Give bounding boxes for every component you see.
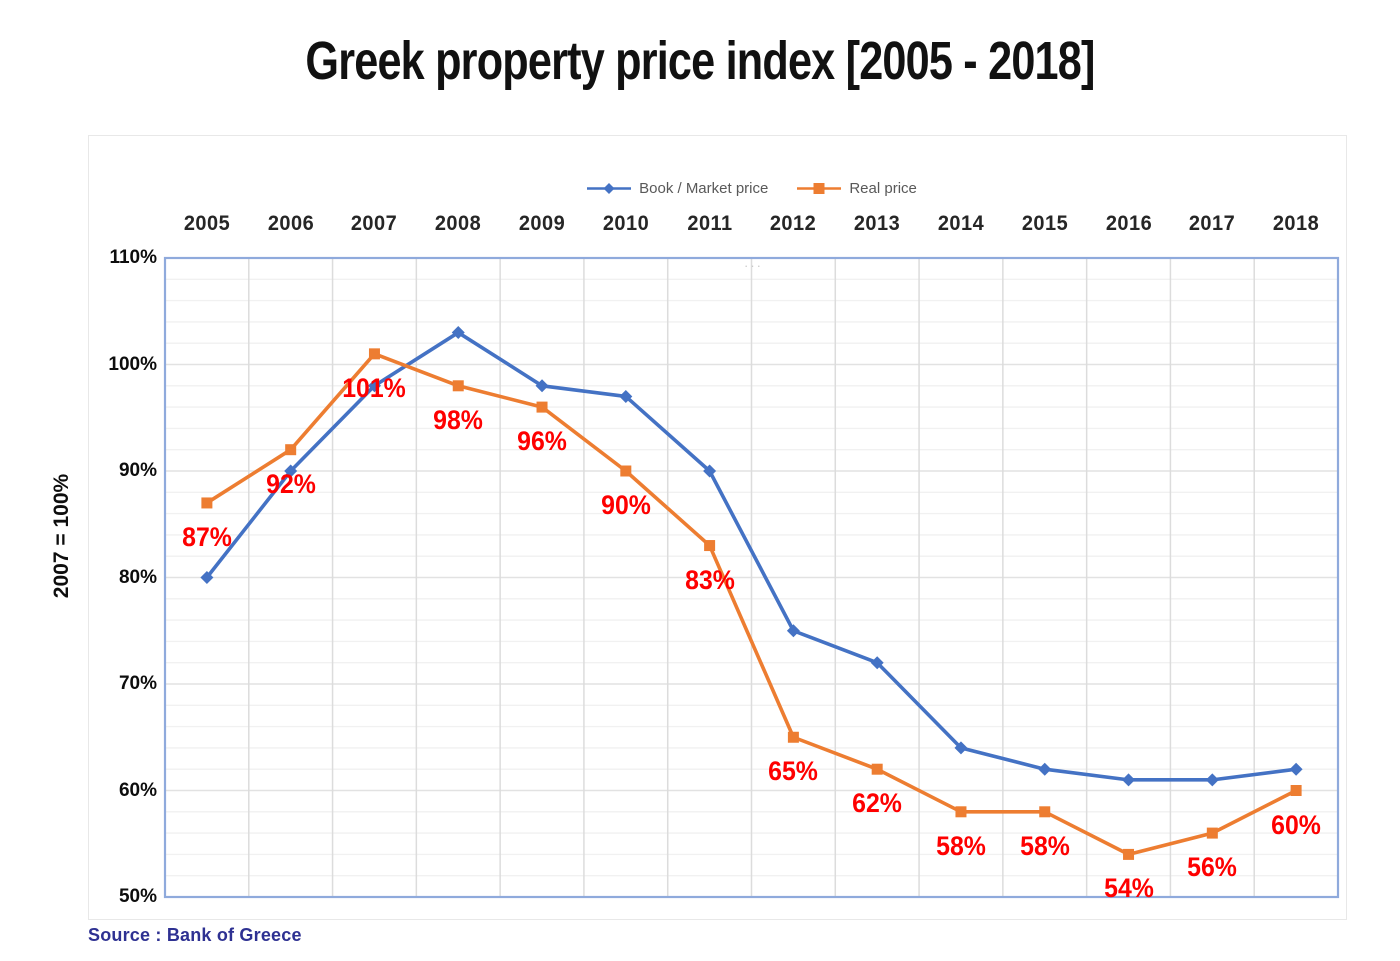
legend: Book / Market price Real price (165, 176, 1338, 200)
x-year-label: 2009 (518, 212, 566, 235)
x-year-label: 2015 (1021, 212, 1068, 235)
legend-diamond-marker-icon (587, 182, 632, 194)
legend-square-marker-icon (797, 182, 842, 194)
data-label: 58% (1019, 830, 1070, 861)
data-label: 101% (342, 372, 407, 403)
data-label: 92% (265, 468, 316, 499)
data-label: 98% (433, 404, 484, 435)
x-year-label: 2006 (267, 212, 314, 235)
y-tick-label: 60% (118, 779, 157, 801)
x-year-label: 2017 (1189, 212, 1236, 235)
data-label: 96% (517, 426, 567, 457)
legend-label: Real price (849, 179, 917, 197)
data-label: 65% (768, 756, 819, 787)
x-year-label: 2011 (687, 212, 733, 235)
legend-item: Real price (796, 180, 917, 197)
source-text: Source : Bank of Greece (88, 925, 302, 945)
x-year-label: 2016 (1105, 212, 1152, 235)
x-year-label: 2014 (937, 212, 985, 235)
x-year-label: 2010 (602, 212, 649, 235)
data-label: 60% (1271, 809, 1321, 840)
x-year-label: 2005 (183, 212, 231, 235)
y-tick-label: 70% (118, 673, 157, 694)
data-label: 87% (182, 521, 232, 552)
x-year-label: 2007 (351, 212, 398, 235)
data-label: 90% (600, 490, 651, 520)
chart-frame (88, 135, 1347, 920)
y-tick-label: 80% (118, 566, 157, 588)
x-year-label: 2018 (1272, 212, 1320, 235)
y-tick-label: 100% (108, 353, 157, 375)
legend-label: Book / Market price (639, 179, 769, 197)
y-axis-title: 2007 = 100% (50, 473, 73, 599)
y-tick-label: 110% (109, 247, 157, 268)
x-year-label: 2008 (435, 212, 482, 235)
legend-item: Book / Market price (586, 180, 768, 197)
x-year-label: 2012 (770, 212, 817, 235)
data-label: 62% (852, 788, 903, 819)
chart-title: Greek property price index [2005 - 2018] (305, 31, 1095, 91)
y-tick-label: 50% (118, 886, 157, 907)
data-label: 58% (936, 830, 986, 861)
y-tick-label: 90% (118, 460, 157, 481)
data-label: 56% (1187, 852, 1238, 883)
artifact-dots: ··· (744, 258, 763, 273)
data-label: 54% (1103, 873, 1154, 904)
x-year-label: 2013 (854, 212, 901, 235)
data-label: 83% (684, 564, 735, 595)
